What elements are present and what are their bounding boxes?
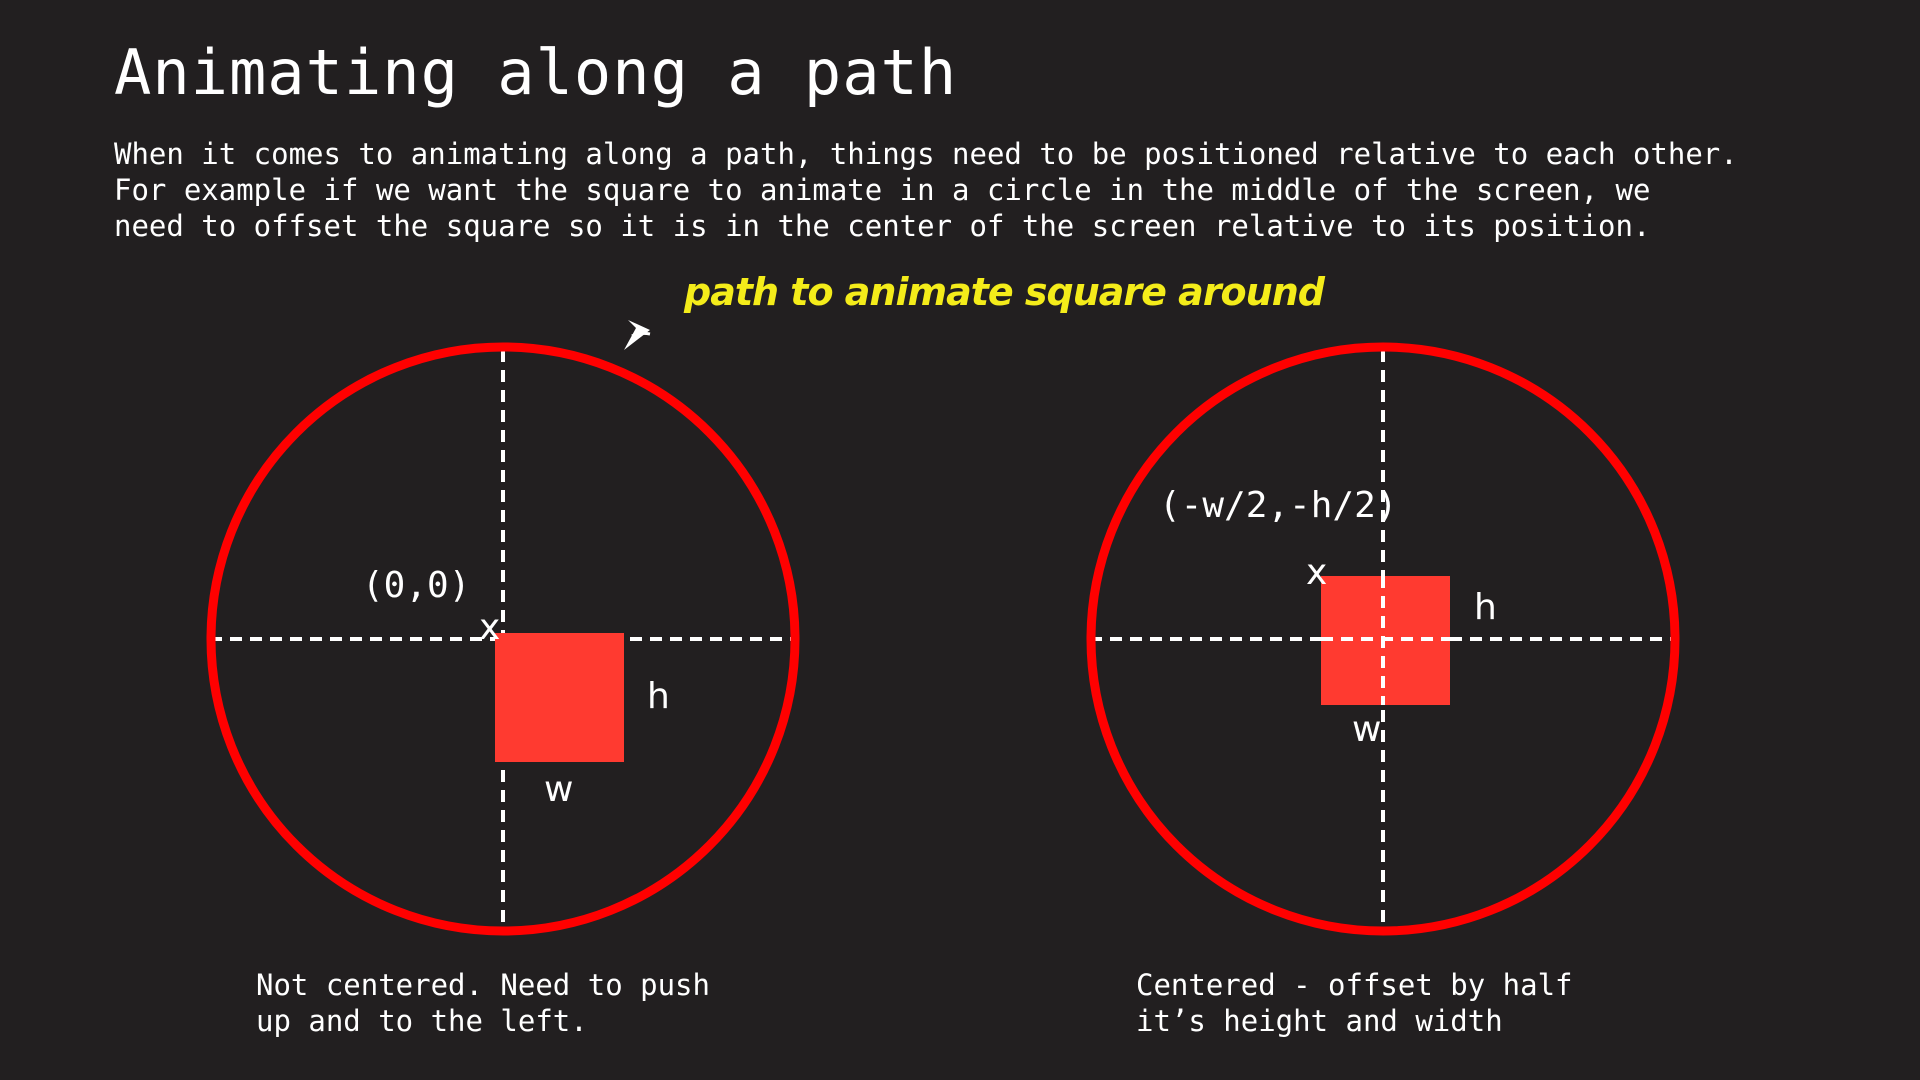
right-caption: Centered - offset by half it’s height an… (1136, 967, 1573, 1039)
caption-line: Centered - offset by half (1136, 968, 1573, 1002)
caption-line: up and to the left. (256, 1004, 588, 1038)
annotation-arrow-shaft (631, 331, 651, 338)
left-caption: Not centered. Need to push up and to the… (256, 967, 710, 1039)
intro-line: need to offset the square so it is in th… (114, 209, 1651, 243)
left-origin-marker: x (479, 607, 501, 648)
right-origin-marker: x (1306, 552, 1328, 593)
caption-line: it’s height and width (1136, 1004, 1503, 1038)
right-origin-label: (-w/2,-h/2) (1159, 485, 1398, 526)
left-diagram (206, 342, 800, 936)
right-diagram (1086, 342, 1680, 936)
annotation-label: path to animate square around (684, 270, 1325, 314)
right-width-label: w (1352, 709, 1382, 750)
intro-line: For example if we want the square to ani… (114, 173, 1651, 207)
intro-paragraph: When it comes to animating along a path,… (114, 136, 1738, 244)
left-path-circle (206, 342, 800, 936)
right-path-circle (1086, 342, 1680, 936)
caption-line: Not centered. Need to push (256, 968, 710, 1002)
intro-line: When it comes to animating along a path,… (114, 137, 1738, 171)
left-height-label: h (647, 676, 670, 717)
left-width-label: w (544, 769, 574, 810)
left-square (495, 633, 624, 762)
page-title: Animating along a path (114, 36, 958, 109)
right-height-label: h (1474, 587, 1497, 628)
left-origin-label: (0,0) (362, 565, 471, 606)
